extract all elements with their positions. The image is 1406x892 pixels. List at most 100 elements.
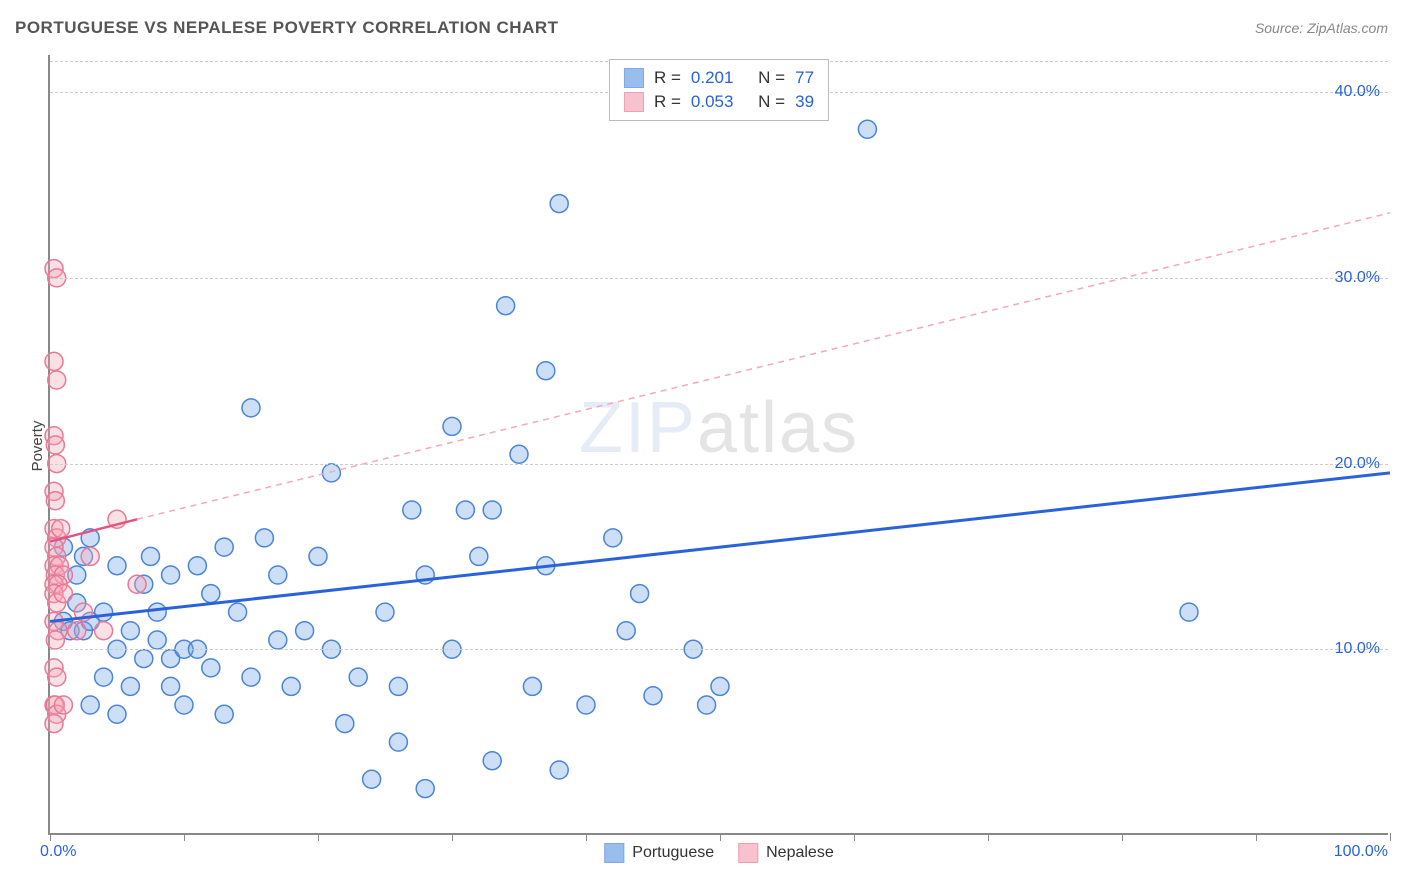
n-label: N = <box>758 92 785 112</box>
data-point <box>135 650 153 668</box>
series-legend: Portuguese Nepalese <box>604 843 833 863</box>
data-point <box>336 715 354 733</box>
data-point <box>148 603 166 621</box>
source-value: ZipAtlas.com <box>1307 20 1388 36</box>
legend-row-nepalese: R = 0.053 N = 39 <box>624 90 814 114</box>
data-point <box>188 557 206 575</box>
data-point <box>617 622 635 640</box>
data-point <box>858 120 876 138</box>
data-point <box>121 622 139 640</box>
data-point <box>48 371 66 389</box>
data-point <box>403 501 421 519</box>
data-point <box>711 677 729 695</box>
data-point <box>1180 603 1198 621</box>
x-axis-start-label: 0.0% <box>40 843 76 861</box>
plot-area: ZIPatlas R = 0.201 N = 77 R = 0.053 N = … <box>48 55 1388 835</box>
x-tick <box>586 833 587 841</box>
gridline <box>50 649 1388 650</box>
source-label: Source: <box>1255 20 1303 36</box>
data-point <box>142 547 160 565</box>
data-point <box>229 603 247 621</box>
data-point <box>128 575 146 593</box>
r-label: R = <box>654 92 681 112</box>
chart-title: PORTUGUESE VS NEPALESE POVERTY CORRELATI… <box>15 18 559 38</box>
legend-row-portuguese: R = 0.201 N = 77 <box>624 66 814 90</box>
gridline <box>50 278 1388 279</box>
data-point <box>95 668 113 686</box>
x-tick <box>1390 833 1391 841</box>
x-tick <box>184 833 185 841</box>
r-label: R = <box>654 68 681 88</box>
source-attribution: Source: ZipAtlas.com <box>1255 20 1388 36</box>
data-point <box>52 520 70 538</box>
x-tick <box>452 833 453 841</box>
legend-item-portuguese: Portuguese <box>604 843 714 863</box>
chart-svg <box>50 55 1388 833</box>
data-point <box>550 761 568 779</box>
legend-item-nepalese: Nepalese <box>738 843 834 863</box>
data-point <box>121 677 139 695</box>
data-point <box>215 705 233 723</box>
legend-swatch-nepalese <box>624 92 644 112</box>
data-point <box>644 687 662 705</box>
data-point <box>269 566 287 584</box>
data-point <box>523 677 541 695</box>
data-point <box>45 352 63 370</box>
data-point <box>202 585 220 603</box>
data-point <box>577 696 595 714</box>
data-point <box>175 696 193 714</box>
x-tick <box>318 833 319 841</box>
y-tick-label: 40.0% <box>1335 83 1380 101</box>
x-axis-end-label: 100.0% <box>1334 843 1388 861</box>
data-point <box>282 677 300 695</box>
data-point <box>95 603 113 621</box>
data-point <box>162 566 180 584</box>
x-tick <box>720 833 721 841</box>
data-point <box>255 529 273 547</box>
r-value-portuguese: 0.201 <box>691 68 734 88</box>
data-point <box>443 417 461 435</box>
r-value-nepalese: 0.053 <box>691 92 734 112</box>
data-point <box>46 631 64 649</box>
data-point <box>95 622 113 640</box>
data-point <box>389 733 407 751</box>
data-point <box>604 529 622 547</box>
y-tick-label: 30.0% <box>1335 269 1380 287</box>
legend-label-nepalese: Nepalese <box>766 844 834 862</box>
data-point <box>54 696 72 714</box>
data-point <box>550 195 568 213</box>
legend-swatch-portuguese-bottom <box>604 843 624 863</box>
x-tick <box>1122 833 1123 841</box>
legend-swatch-nepalese-bottom <box>738 843 758 863</box>
data-point <box>48 668 66 686</box>
x-tick <box>988 833 989 841</box>
data-point <box>363 770 381 788</box>
data-point <box>242 399 260 417</box>
trendline-extrapolated <box>137 213 1390 519</box>
data-point <box>510 445 528 463</box>
data-point <box>537 362 555 380</box>
data-point <box>215 538 233 556</box>
data-point <box>148 631 166 649</box>
legend-label-portuguese: Portuguese <box>632 844 714 862</box>
data-point <box>322 464 340 482</box>
n-value-portuguese: 77 <box>795 68 814 88</box>
data-point <box>68 622 86 640</box>
data-point <box>269 631 287 649</box>
data-point <box>631 585 649 603</box>
data-point <box>456 501 474 519</box>
y-tick-label: 20.0% <box>1335 455 1380 473</box>
data-point <box>389 677 407 695</box>
x-tick <box>1256 833 1257 841</box>
data-point <box>54 585 72 603</box>
data-point <box>46 492 64 510</box>
trendline <box>50 473 1390 622</box>
data-point <box>309 547 327 565</box>
data-point <box>470 547 488 565</box>
data-point <box>81 696 99 714</box>
data-point <box>376 603 394 621</box>
data-point <box>416 780 434 798</box>
y-tick-label: 10.0% <box>1335 640 1380 658</box>
data-point <box>698 696 716 714</box>
data-point <box>108 705 126 723</box>
